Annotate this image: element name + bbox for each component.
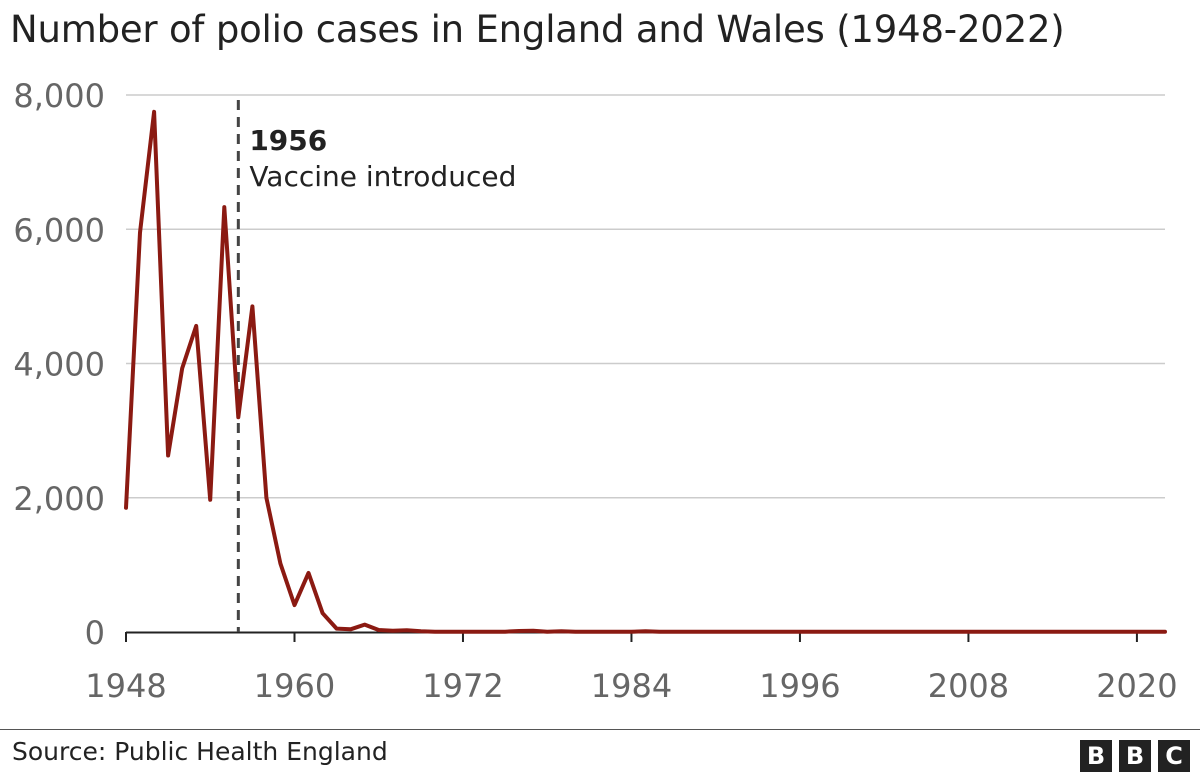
x-tick-label: 2008 <box>928 667 1009 705</box>
y-tick-label: 4,000 <box>13 346 105 384</box>
source-label: Source: Public Health England <box>12 737 388 766</box>
bbc-logo: B B C <box>1080 740 1190 772</box>
y-tick-label: 2,000 <box>13 480 105 518</box>
bbc-logo-letter-b1: B <box>1080 740 1112 772</box>
annotation-text: Vaccine introduced <box>249 160 516 193</box>
y-tick-label: 8,000 <box>13 77 105 115</box>
footer-divider <box>0 729 1200 730</box>
y-tick-label: 0 <box>85 614 105 652</box>
x-tick-label: 1972 <box>422 667 503 705</box>
y-axis-tick-labels: 0 2,000 4,000 6,000 8,000 <box>13 77 105 652</box>
bbc-logo-letter-c: C <box>1158 740 1190 772</box>
annotation-year: 1956 <box>249 124 327 157</box>
bbc-logo-letter-b2: B <box>1119 740 1151 772</box>
x-tick-label: 2020 <box>1096 667 1177 705</box>
x-tick-label: 1960 <box>254 667 335 705</box>
x-axis: 1948 1960 1972 1984 1996 2008 2020 <box>85 632 1177 705</box>
y-tick-label: 6,000 <box>13 211 105 249</box>
x-tick-label: 1996 <box>759 667 840 705</box>
x-tick-label: 1948 <box>85 667 166 705</box>
x-tick-label: 1984 <box>591 667 672 705</box>
